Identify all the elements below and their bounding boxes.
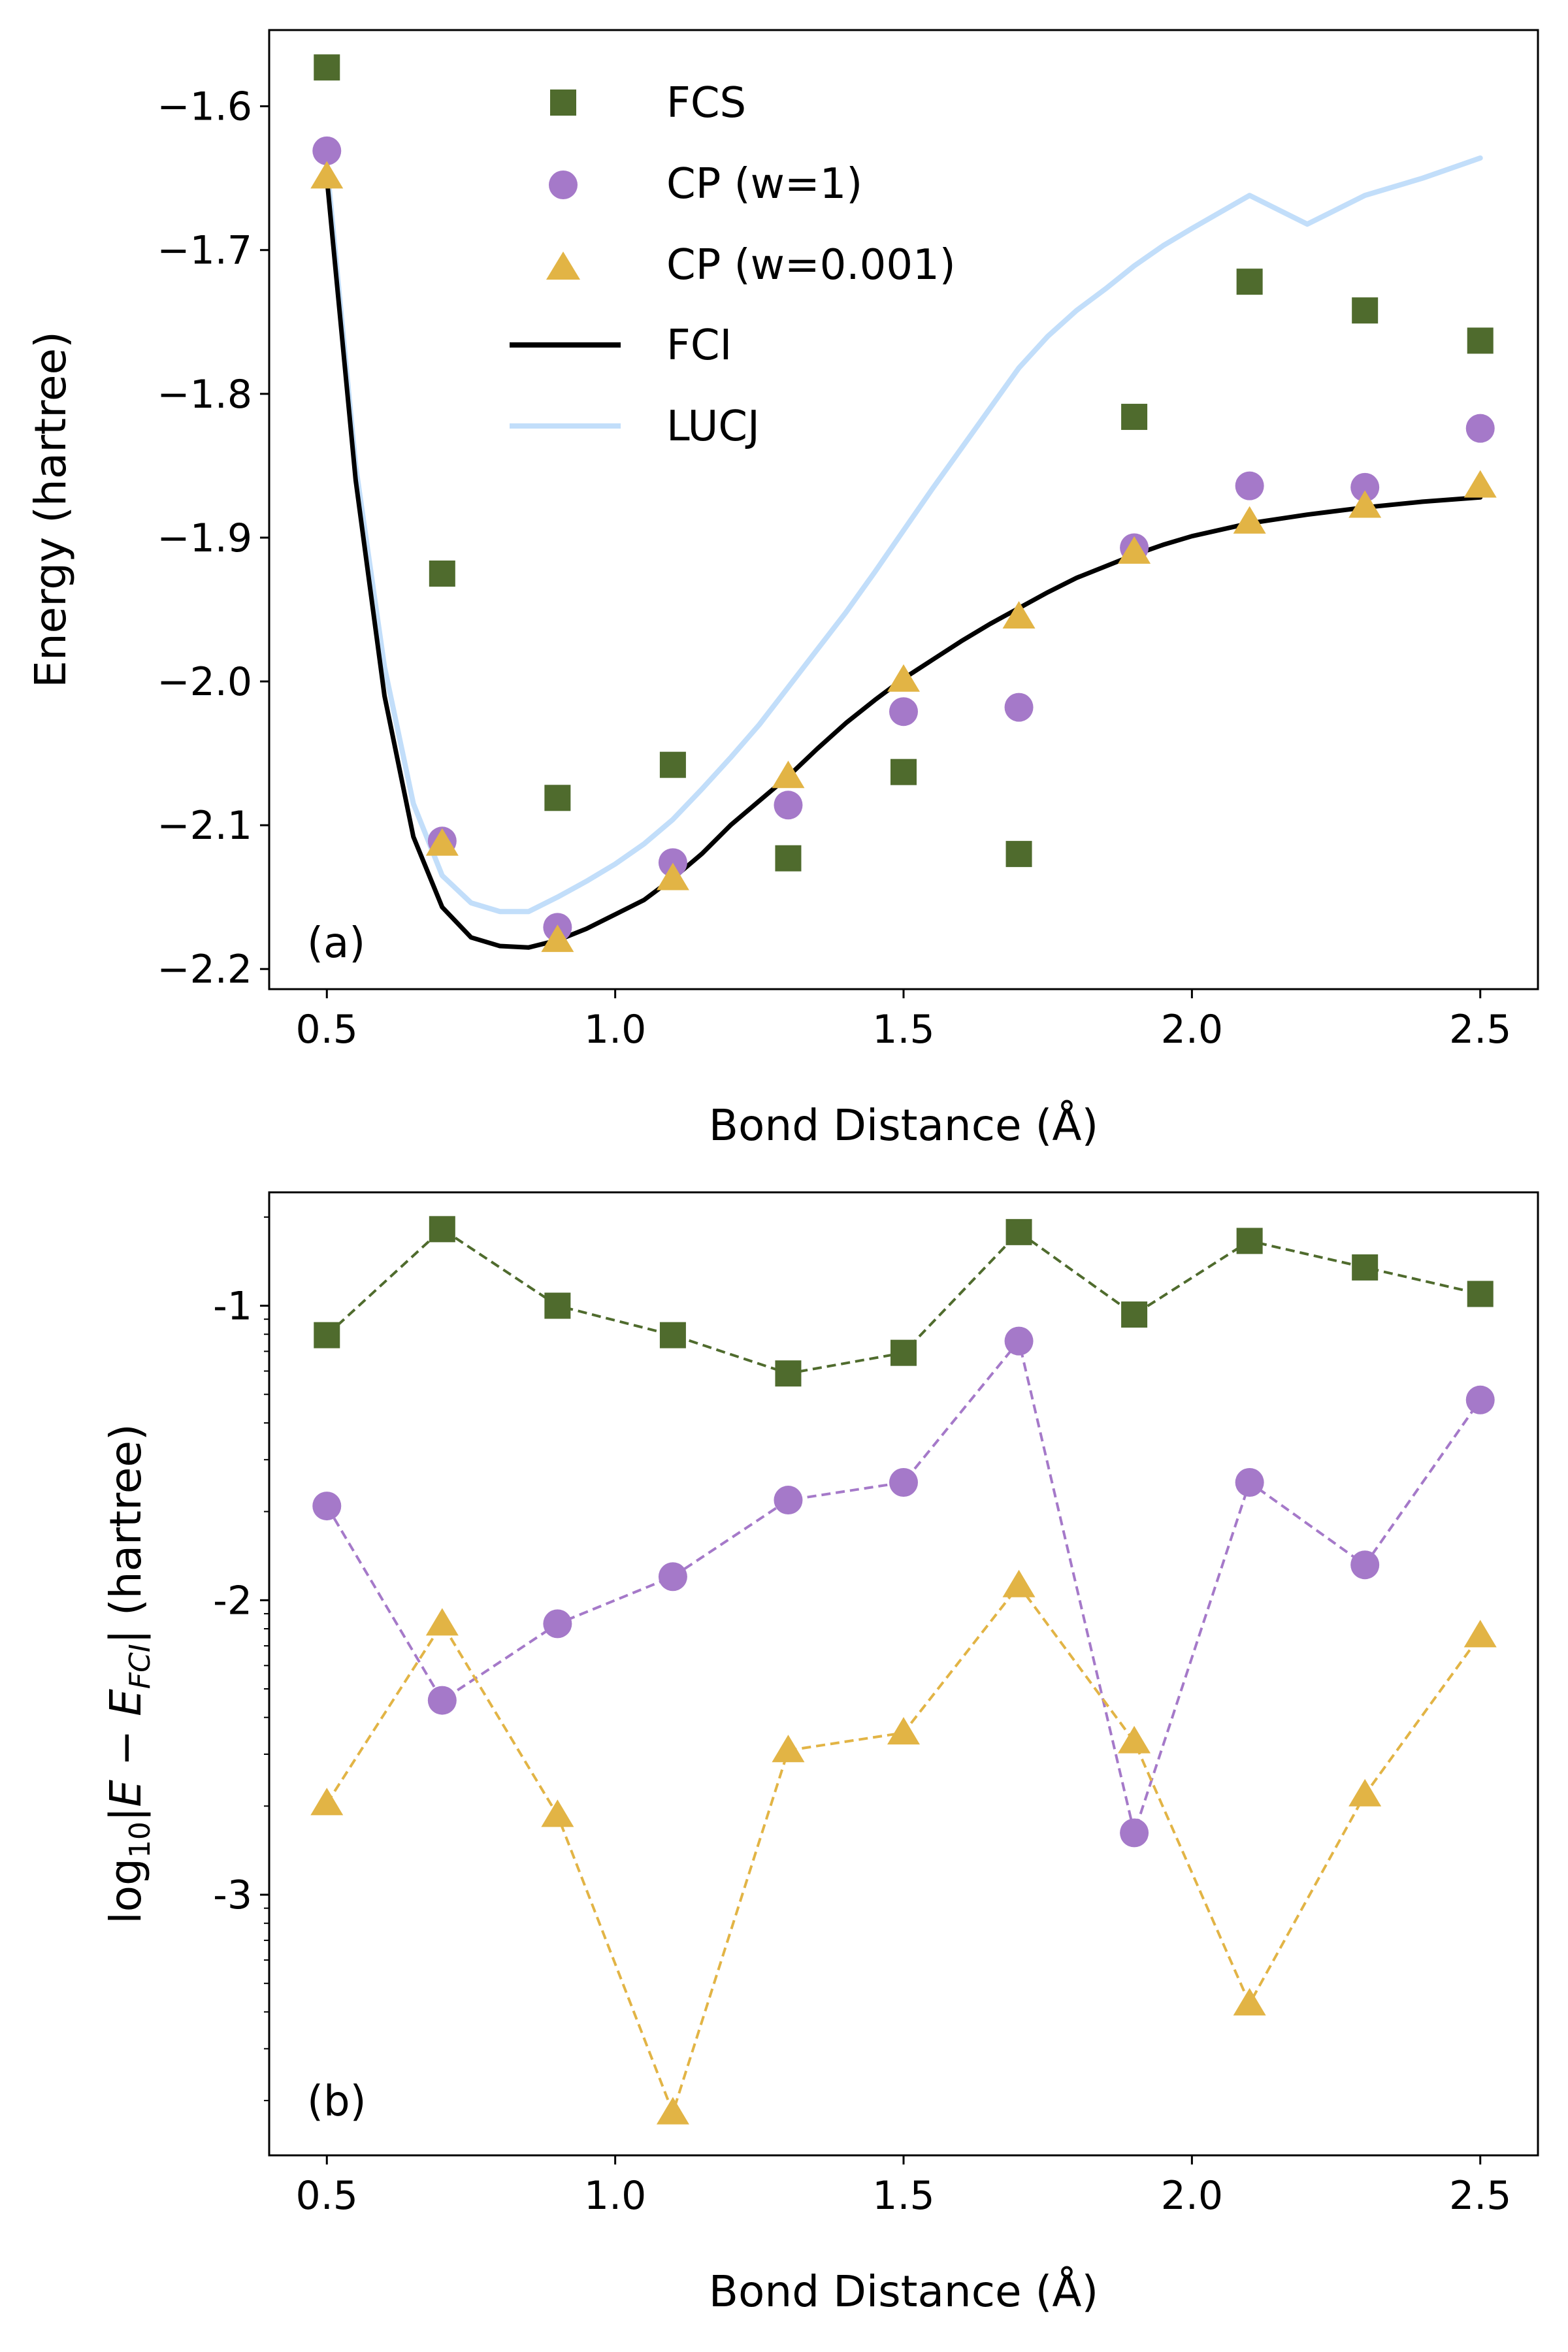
point-fcs [660, 1322, 686, 1348]
panel-b-x-axis-label: Bond Distance (Å) [709, 2266, 1099, 2317]
figure-background [0, 0, 1568, 2352]
point-cp-w-1 [428, 1686, 457, 1715]
point-fcs [1352, 1254, 1378, 1281]
legend-label-cp-w0001: CP (w=0.001) [666, 241, 956, 289]
y-tick-label: -3 [213, 1872, 252, 1918]
point-cp-w-1 [1120, 1818, 1149, 1847]
y-tick-label: −2.1 [157, 803, 252, 849]
point-fcs [429, 1216, 455, 1242]
legend-marker-cp-w1 [549, 171, 578, 199]
y-tick-label: -2 [213, 1578, 252, 1624]
point-cp-w-1 [312, 1492, 341, 1520]
point-fcs [314, 1322, 340, 1348]
point-fcs [1467, 1281, 1494, 1307]
point-fcs [1121, 404, 1147, 430]
point-cp-w-1 [1005, 693, 1034, 722]
legend-label-cp-w1: CP (w=1) [666, 160, 862, 208]
point-fcs [429, 561, 455, 587]
point-cp-w-1 [543, 1609, 572, 1638]
point-fcs [1006, 841, 1032, 867]
point-cp-w-1 [659, 1562, 687, 1591]
y-tick-label: -1 [213, 1284, 252, 1330]
x-tick-label: 2.0 [1161, 1007, 1223, 1053]
y-tick-label: −2.0 [157, 659, 252, 705]
point-fcs [544, 1293, 570, 1319]
panel-a-y-axis-label: Energy (hartree) [25, 331, 76, 688]
x-tick-label: 2.0 [1161, 2173, 1223, 2219]
x-tick-label: 1.5 [872, 2173, 934, 2219]
y-tick-label: −1.9 [157, 515, 252, 561]
point-cp-w-1 [1466, 414, 1495, 443]
point-fcs [544, 785, 570, 811]
point-cp-w-1 [1466, 1386, 1495, 1414]
point-cp-w-1 [1235, 472, 1264, 500]
point-fcs [314, 54, 340, 80]
panel-a-x-axis-label: Bond Distance (Å) [709, 1100, 1099, 1151]
x-tick-label: 0.5 [296, 2173, 358, 2219]
x-tick-label: 0.5 [296, 1007, 358, 1053]
point-cp-w-1 [889, 697, 918, 726]
point-fcs [1237, 269, 1263, 295]
panel-b-label: (b) [307, 2078, 367, 2126]
point-fcs [1006, 1219, 1032, 1245]
point-cp-w-1 [312, 137, 341, 165]
point-fcs [1352, 297, 1378, 323]
x-tick-label: 1.5 [872, 1007, 934, 1053]
y-tick-label: −1.8 [157, 372, 252, 417]
point-cp-w-1 [774, 1486, 802, 1514]
point-fcs [890, 1340, 917, 1366]
legend-label-lucj: LUCJ [666, 402, 760, 451]
point-fcs [775, 845, 801, 872]
point-fcs [1237, 1228, 1263, 1254]
point-cp-w-1 [889, 1468, 918, 1497]
x-tick-label: 1.0 [584, 2173, 646, 2219]
legend-label-fcs: FCS [666, 79, 746, 127]
x-tick-label: 2.5 [1449, 2173, 1511, 2219]
x-tick-label: 1.0 [584, 1007, 646, 1053]
legend-marker-fcs [550, 90, 576, 116]
point-fcs [775, 1360, 801, 1386]
point-fcs [660, 752, 686, 778]
point-fcs [1467, 327, 1494, 353]
point-cp-w-1 [1350, 1550, 1379, 1579]
point-cp-w-1 [1005, 1327, 1034, 1356]
point-cp-w-1 [1235, 1468, 1264, 1497]
y-tick-label: −2.2 [157, 947, 252, 992]
y-tick-label: −1.7 [157, 228, 252, 274]
figure: 0.5 1.0 1.5 2.0 2.5 −1.6 −1.7 −1.8 −1.9 −2.0 −2.1 −… [0, 0, 1568, 2352]
y-tick-label: −1.6 [157, 84, 252, 130]
point-cp-w-1 [774, 791, 802, 819]
panel-a-label: (a) [307, 919, 365, 968]
legend-label-fci: FCI [666, 321, 732, 370]
point-fcs [1121, 1301, 1147, 1328]
point-fcs [890, 759, 917, 785]
x-tick-label: 2.5 [1449, 1007, 1511, 1053]
